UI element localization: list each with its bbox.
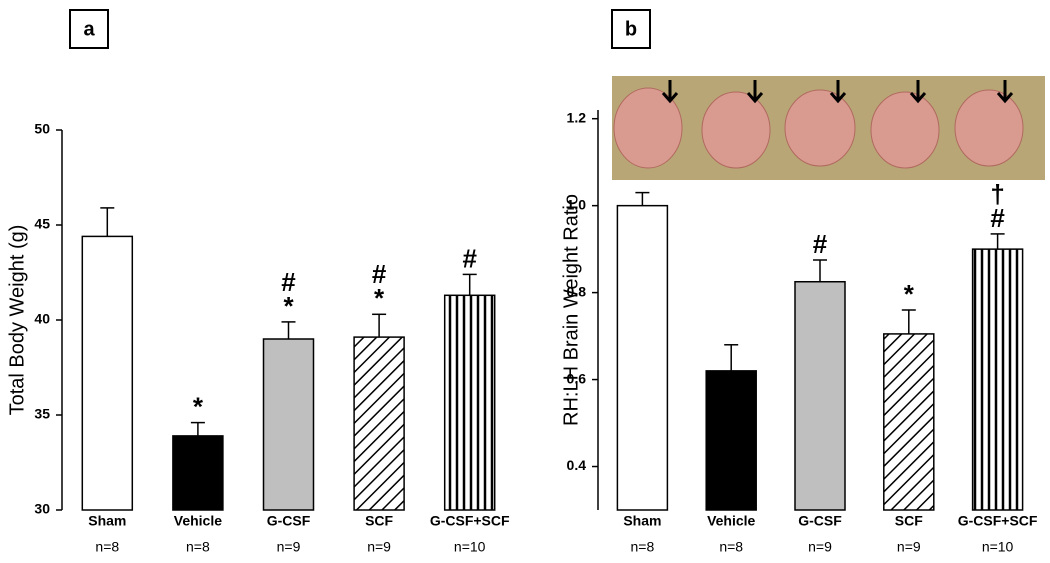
bar xyxy=(443,294,496,511)
significance-mark: * xyxy=(283,291,294,321)
x-tick-label: SCF xyxy=(895,513,923,529)
significance-mark: * xyxy=(374,283,385,313)
bar xyxy=(971,248,1024,511)
panel-label: a xyxy=(83,18,95,40)
y-tick-label: 1.2 xyxy=(567,109,587,125)
y-tick-label: 0.6 xyxy=(567,370,587,386)
significance-mark: # xyxy=(372,259,387,289)
significance-mark: # xyxy=(813,229,828,259)
n-label: n=9 xyxy=(277,539,301,555)
n-label: n=8 xyxy=(719,539,743,555)
n-label: n=10 xyxy=(454,539,486,555)
y-tick-label: 1.0 xyxy=(567,196,587,212)
y-tick-label: 40 xyxy=(34,311,50,327)
brain-photo xyxy=(612,76,1045,180)
significance-mark: # xyxy=(281,267,296,297)
panel-label: b xyxy=(625,18,637,40)
n-label: n=9 xyxy=(897,539,921,555)
significance-mark: # xyxy=(990,203,1005,233)
x-tick-label: Sham xyxy=(88,513,126,529)
y-tick-label: 50 xyxy=(34,121,50,137)
bar xyxy=(81,235,134,511)
bar xyxy=(794,280,846,511)
x-tick-label: SCF xyxy=(365,513,393,529)
n-label: n=9 xyxy=(808,539,832,555)
bar xyxy=(616,204,669,511)
x-tick-label: G-CSF xyxy=(798,513,842,529)
y-tick-label: 30 xyxy=(34,501,50,517)
n-label: n=8 xyxy=(631,539,655,555)
bar xyxy=(705,370,757,511)
significance-mark: * xyxy=(904,279,915,309)
significance-mark: * xyxy=(193,391,204,421)
bar xyxy=(883,333,935,511)
x-tick-label: G-CSF+SCF xyxy=(958,513,1038,529)
y-axis-title: Total Body Weight (g) xyxy=(6,225,28,416)
y-tick-label: 35 xyxy=(34,406,50,422)
significance-mark: † xyxy=(990,179,1004,209)
y-axis-title: RH:LH Brain Weight Ratio xyxy=(560,194,582,426)
n-label: n=10 xyxy=(982,539,1014,555)
x-tick-label: G-CSF xyxy=(267,513,311,529)
n-label: n=9 xyxy=(367,539,391,555)
bar xyxy=(353,336,405,511)
y-tick-label: 0.4 xyxy=(567,457,587,473)
y-tick-label: 0.8 xyxy=(567,283,587,299)
n-label: n=8 xyxy=(186,539,210,555)
panel-label-box xyxy=(69,9,109,49)
n-label: n=8 xyxy=(95,539,119,555)
x-tick-label: G-CSF+SCF xyxy=(430,513,510,529)
y-tick-label: 45 xyxy=(34,216,50,232)
significance-mark: # xyxy=(462,243,477,273)
bar xyxy=(262,338,315,511)
x-tick-label: Sham xyxy=(623,513,661,529)
x-tick-label: Vehicle xyxy=(707,513,755,529)
panel-label-box xyxy=(611,9,651,49)
bar xyxy=(172,435,224,511)
x-tick-label: Vehicle xyxy=(174,513,222,529)
